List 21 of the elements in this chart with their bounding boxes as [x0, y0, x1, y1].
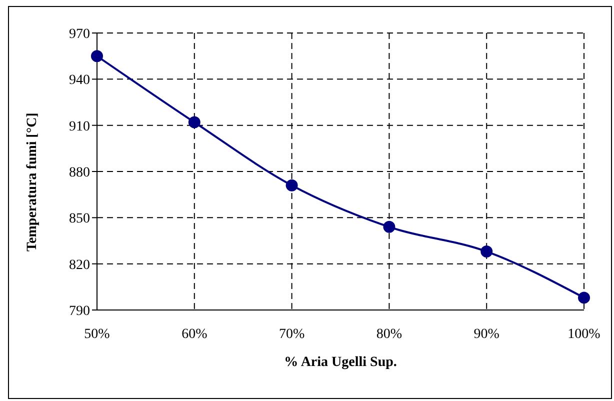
- x-tick-label: 90%: [474, 326, 500, 342]
- x-tick-label: 70%: [278, 326, 305, 342]
- y-tick-label: 880: [69, 165, 90, 180]
- point: [91, 50, 103, 62]
- y-tick-label: 910: [69, 119, 90, 134]
- y-tick-label: 790: [69, 304, 90, 319]
- x-tick-label: 80%: [376, 326, 402, 342]
- y-tick-label: 820: [69, 258, 90, 273]
- x-tick-label: 100%: [568, 326, 601, 342]
- y-tick-label: 940: [69, 73, 90, 88]
- point: [480, 246, 493, 258]
- y-axis-title: Temperatura fumi [°C]: [24, 112, 40, 252]
- x-tick-label: 60%: [182, 326, 208, 342]
- point: [188, 116, 200, 128]
- point: [286, 179, 298, 192]
- x-tick-label: 50%: [84, 326, 110, 342]
- y-tick-label: 850: [69, 212, 90, 227]
- y-tick-label: 970: [69, 26, 90, 42]
- x-axis-title: % Aria Ugelli Sup.: [284, 355, 397, 370]
- point: [578, 292, 590, 304]
- point: [383, 220, 396, 233]
